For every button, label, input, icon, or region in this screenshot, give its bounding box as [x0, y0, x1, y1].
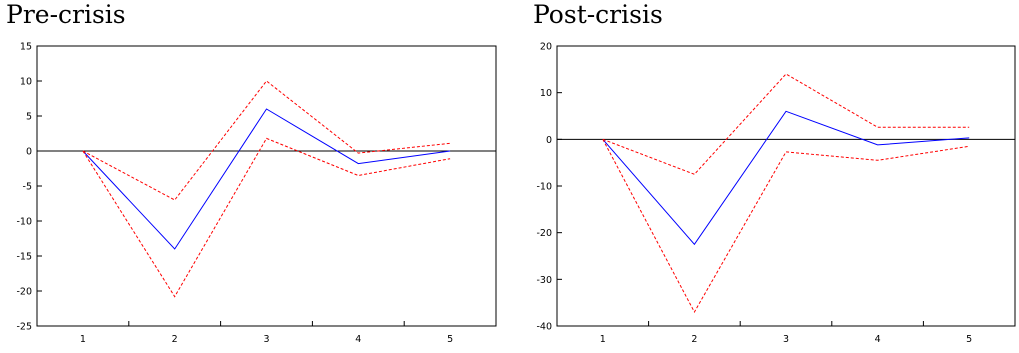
y-tick-label: -10 [536, 182, 552, 193]
plot-frame [556, 45, 1016, 327]
x-tick-label: 3 [783, 334, 789, 345]
y-tick-label: 0 [26, 147, 32, 158]
series-line-lower-band [602, 139, 970, 314]
chart-panel-post-crisis: 20 10 0 -10 -20 -30 -40 1 2 3 4 5 [536, 42, 1016, 345]
y-tick-label: 0 [546, 135, 552, 146]
x-tick-label: 5 [447, 334, 453, 345]
series-line-lower-band [82, 137, 451, 298]
x-tick-label: 1 [600, 334, 606, 345]
y-tick-label: 10 [540, 88, 552, 99]
x-tick-label: 2 [691, 334, 697, 345]
series-line-response [82, 108, 451, 250]
y-tick-label: -5 [23, 182, 32, 193]
chart-title-pre-crisis: Pre-crisis [6, 0, 126, 29]
x-tick-label: 4 [875, 334, 881, 345]
y-tick-label: -10 [16, 217, 32, 228]
y-tick-label: -25 [16, 322, 32, 333]
series-line-upper-band [82, 80, 451, 201]
series-line-response [602, 110, 970, 246]
x-tick-label: 5 [966, 334, 972, 345]
y-tick-label: 15 [20, 42, 32, 53]
y-tick-label: -20 [16, 287, 32, 298]
chart-panel-pre-crisis: 15 10 5 0 -5 -10 -15 -20 -25 1 2 3 4 5 [16, 42, 497, 345]
y-tick-label: -20 [536, 228, 552, 239]
y-tick-label: -40 [536, 322, 552, 333]
y-tick-label: -30 [536, 275, 552, 286]
x-tick-label: 3 [263, 334, 269, 345]
x-tick-label: 1 [80, 334, 86, 345]
y-tick-label: 5 [26, 112, 32, 123]
x-tick-label: 4 [355, 334, 361, 345]
series-line-upper-band [602, 73, 970, 175]
chart-title-post-crisis: Post-crisis [533, 0, 663, 29]
y-tick-label: -15 [16, 252, 32, 263]
plot-frame [36, 45, 497, 327]
x-tick-label: 2 [172, 334, 178, 345]
y-tick-label: 10 [20, 77, 32, 88]
y-tick-label: 20 [540, 42, 552, 53]
